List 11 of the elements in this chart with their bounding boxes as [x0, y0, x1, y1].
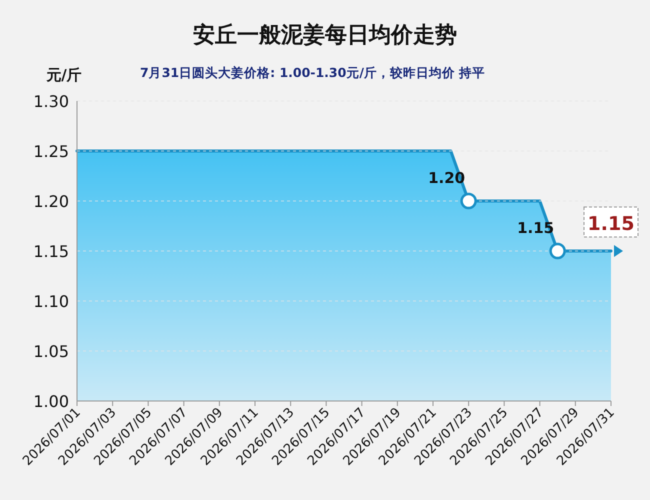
chart-title: 安丘一般泥姜每日均价走势	[193, 22, 457, 48]
text: 1.30	[33, 92, 69, 111]
text: 1.10	[33, 292, 69, 311]
text: 1.00	[33, 392, 69, 411]
text: 1.15	[33, 242, 69, 261]
y-axis-title: 元/斤	[45, 66, 82, 84]
annotation: 1.15	[588, 213, 634, 235]
text: 1.05	[33, 342, 69, 361]
text: 1.20	[33, 192, 69, 211]
text: 1.25	[33, 142, 69, 161]
chart-subtitle: 7月31日圆头大姜价格: 1.00-1.30元/斤，较昨日均价 持平	[140, 65, 486, 80]
